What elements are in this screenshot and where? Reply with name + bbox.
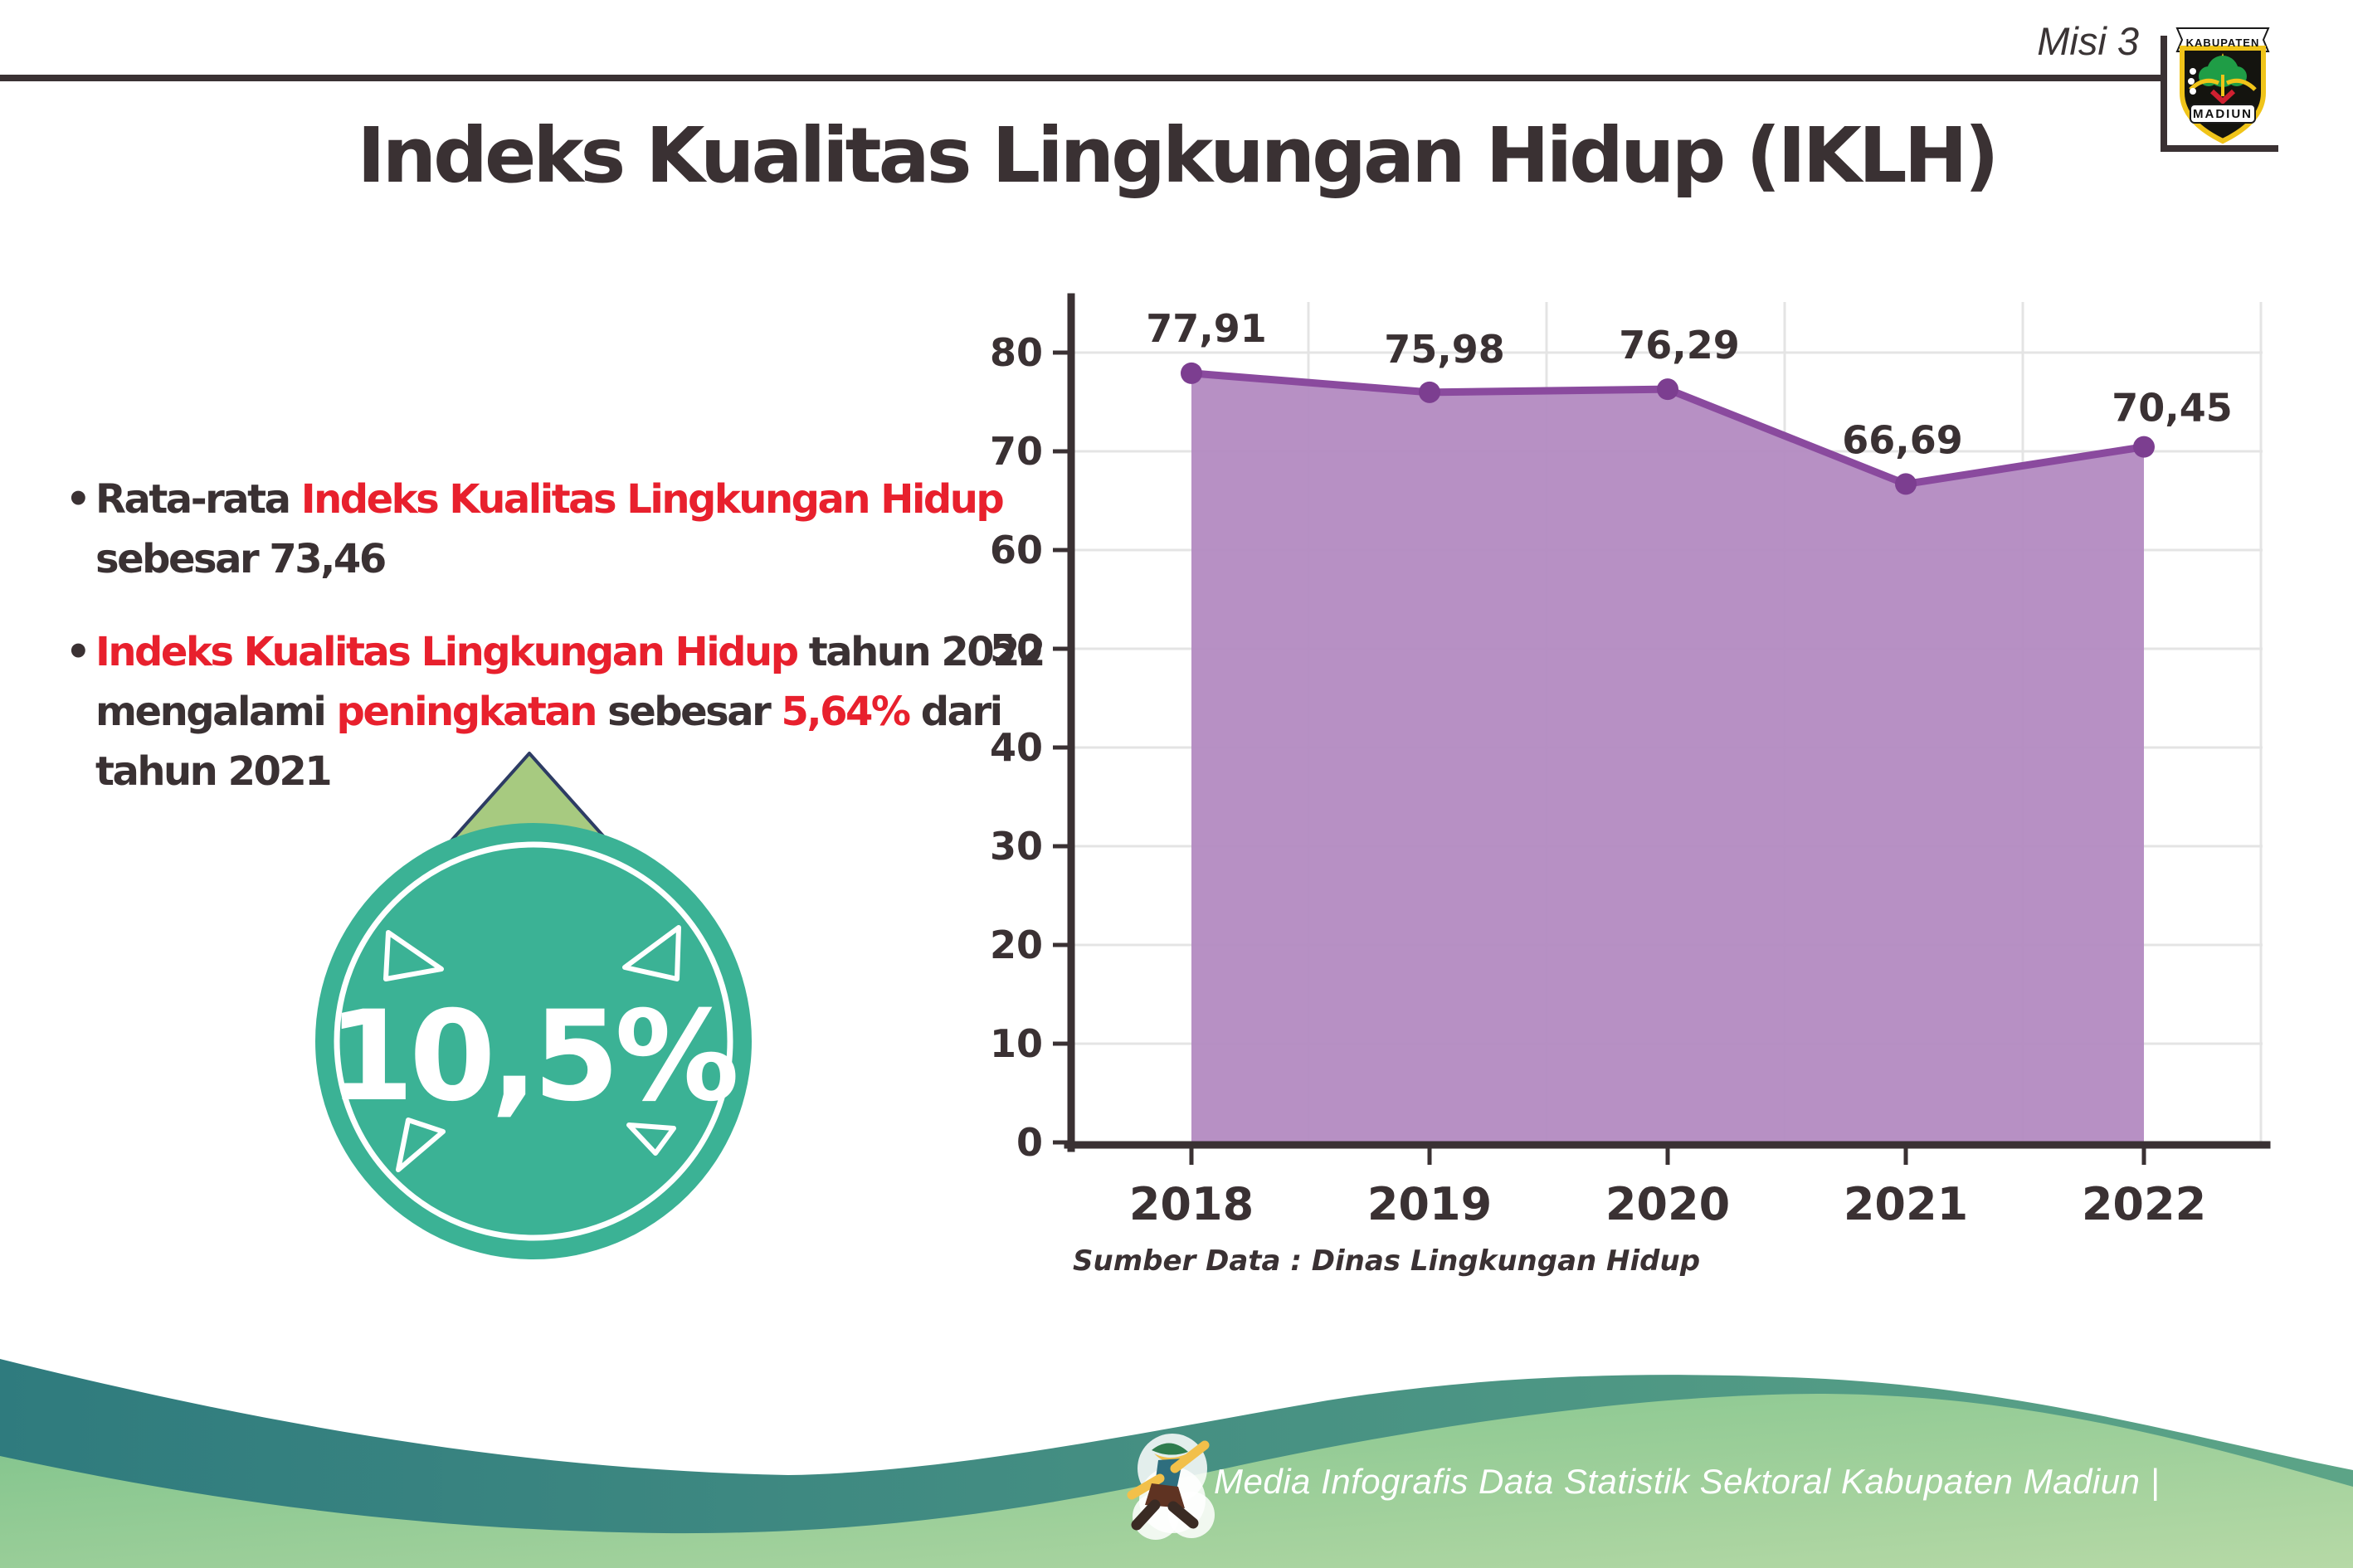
iklh-area-chart: 0 10 20 30 40 50 60 70 80 2018 2019 2020 2021 2022 77,… bbox=[990, 293, 2271, 1230]
x-tick-label: 2020 bbox=[1605, 1178, 1730, 1230]
badge-value: 10,5% bbox=[328, 985, 736, 1129]
chart-source-note: Sumber Data : Dinas Lingkungan Hidup bbox=[1073, 1244, 1701, 1278]
y-tick-label: 0 bbox=[1016, 1120, 1043, 1165]
x-tick-label: 2018 bbox=[1129, 1178, 1254, 1230]
spark-triangle-icon bbox=[383, 930, 444, 981]
header-corner-horizontal bbox=[2161, 145, 2278, 152]
spark-triangle-icon bbox=[626, 1122, 676, 1156]
bullet-text-segment: tahun 2022 bbox=[797, 629, 1046, 675]
increase-badge: 10,5% bbox=[315, 752, 752, 1259]
header-corner-vertical bbox=[2161, 36, 2167, 152]
data-label: 75,98 bbox=[1384, 327, 1505, 372]
bullet-text-segment: sebesar 73,46 bbox=[95, 536, 387, 582]
y-tick-label: 30 bbox=[990, 824, 1043, 869]
bullet-text-segment: Indeks Kualitas Lingkungan Hidup bbox=[300, 476, 1005, 523]
page-title: Indeks Kualitas Lingkungan Hidup (IKLH) bbox=[357, 111, 1999, 200]
kabupaten-madiun-seal-icon: KABUPATEN MADIUN bbox=[2175, 27, 2270, 144]
y-tick-label: 20 bbox=[990, 923, 1043, 967]
data-label: 77,91 bbox=[1146, 306, 1267, 351]
data-point bbox=[1895, 473, 1917, 495]
bullet-dot: • bbox=[66, 476, 91, 523]
bullet-text-segment: peningkatan bbox=[336, 689, 598, 735]
y-tick-label: 40 bbox=[990, 725, 1043, 770]
mascot-icon bbox=[1127, 1434, 1215, 1540]
bullet-line: sebesar 73,46 bbox=[71, 529, 1044, 589]
bullet-line: tahun 2021 bbox=[71, 742, 1044, 801]
data-label: 76,29 bbox=[1619, 323, 1740, 368]
spark-triangle-icon bbox=[396, 1118, 446, 1172]
bullet-line: mengalami peningkatan sebesar 5,64% dari bbox=[71, 682, 1044, 742]
bullet-text-segment: dari bbox=[909, 689, 1003, 735]
bullet-list: • Rata-rata Indeks Kualitas Lingkungan Hi… bbox=[66, 470, 1046, 835]
y-tick-label: 50 bbox=[990, 626, 1043, 671]
bullet-text-segment: Indeks Kualitas Lingkungan Hidup bbox=[95, 629, 799, 675]
bullet-text-segment: 5,64% bbox=[781, 689, 912, 735]
x-tick-label: 2021 bbox=[1844, 1178, 1968, 1230]
spark-triangle-icon bbox=[622, 925, 681, 981]
bullet-line: • Indeks Kualitas Lingkungan Hidup tahun … bbox=[66, 622, 1046, 682]
bullet-line: • Rata-rata Indeks Kualitas Lingkungan Hi… bbox=[66, 470, 1044, 529]
data-point bbox=[1419, 381, 1440, 403]
data-point bbox=[2133, 436, 2155, 458]
data-point bbox=[1657, 378, 1678, 401]
y-tick-label: 60 bbox=[990, 528, 1043, 572]
data-point bbox=[1181, 362, 1202, 384]
logo-bottom-text: MADIUN bbox=[2193, 107, 2253, 121]
x-tick-label: 2019 bbox=[1367, 1178, 1492, 1230]
y-tick-label: 70 bbox=[990, 429, 1043, 474]
x-tick-label: 2022 bbox=[2082, 1178, 2206, 1230]
bullet-text-segment: Rata-rata bbox=[95, 476, 301, 523]
mission-label: Misi 3 bbox=[2037, 19, 2139, 63]
bullet-dot: • bbox=[66, 629, 91, 675]
data-label: 66,69 bbox=[1842, 417, 1963, 462]
bullet-text-segment: tahun 2021 bbox=[95, 748, 333, 795]
logo-top-text: KABUPATEN bbox=[2186, 37, 2260, 49]
footer-credit: Media Infografis Data Statistik Sektoral… bbox=[1214, 1462, 2161, 1501]
badge-ring bbox=[334, 841, 733, 1241]
y-tick-label: 10 bbox=[990, 1021, 1043, 1066]
bullet-text-segment: mengalami bbox=[95, 689, 337, 735]
bullet-item: • Rata-rata Indeks Kualitas Lingkungan Hi… bbox=[66, 470, 1044, 589]
bullet-item: • Indeks Kualitas Lingkungan Hidup tahun … bbox=[66, 622, 1046, 801]
area-fill bbox=[1191, 373, 2144, 1142]
bullet-text-segment: sebesar bbox=[595, 689, 782, 735]
y-tick-label: 80 bbox=[990, 330, 1043, 375]
data-label: 70,45 bbox=[2112, 386, 2233, 431]
header-rule bbox=[0, 75, 2161, 81]
